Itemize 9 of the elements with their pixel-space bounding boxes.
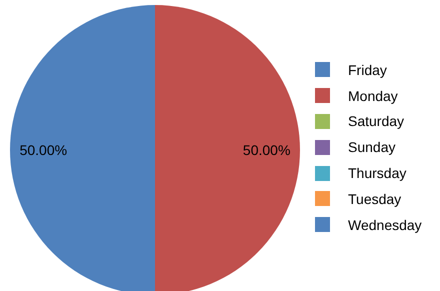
legend-label: Wednesday: [348, 216, 422, 233]
data-label: 50.00%: [20, 142, 68, 158]
legend-label: Sunday: [348, 139, 396, 156]
legend-label: Thursday: [348, 165, 406, 182]
legend-label: Friday: [348, 62, 387, 78]
legend-label: Monday: [348, 88, 398, 104]
data-label: 50.00%: [242, 142, 290, 158]
legend-label: Tuesday: [348, 190, 402, 207]
legend-label: Saturday: [348, 113, 404, 130]
